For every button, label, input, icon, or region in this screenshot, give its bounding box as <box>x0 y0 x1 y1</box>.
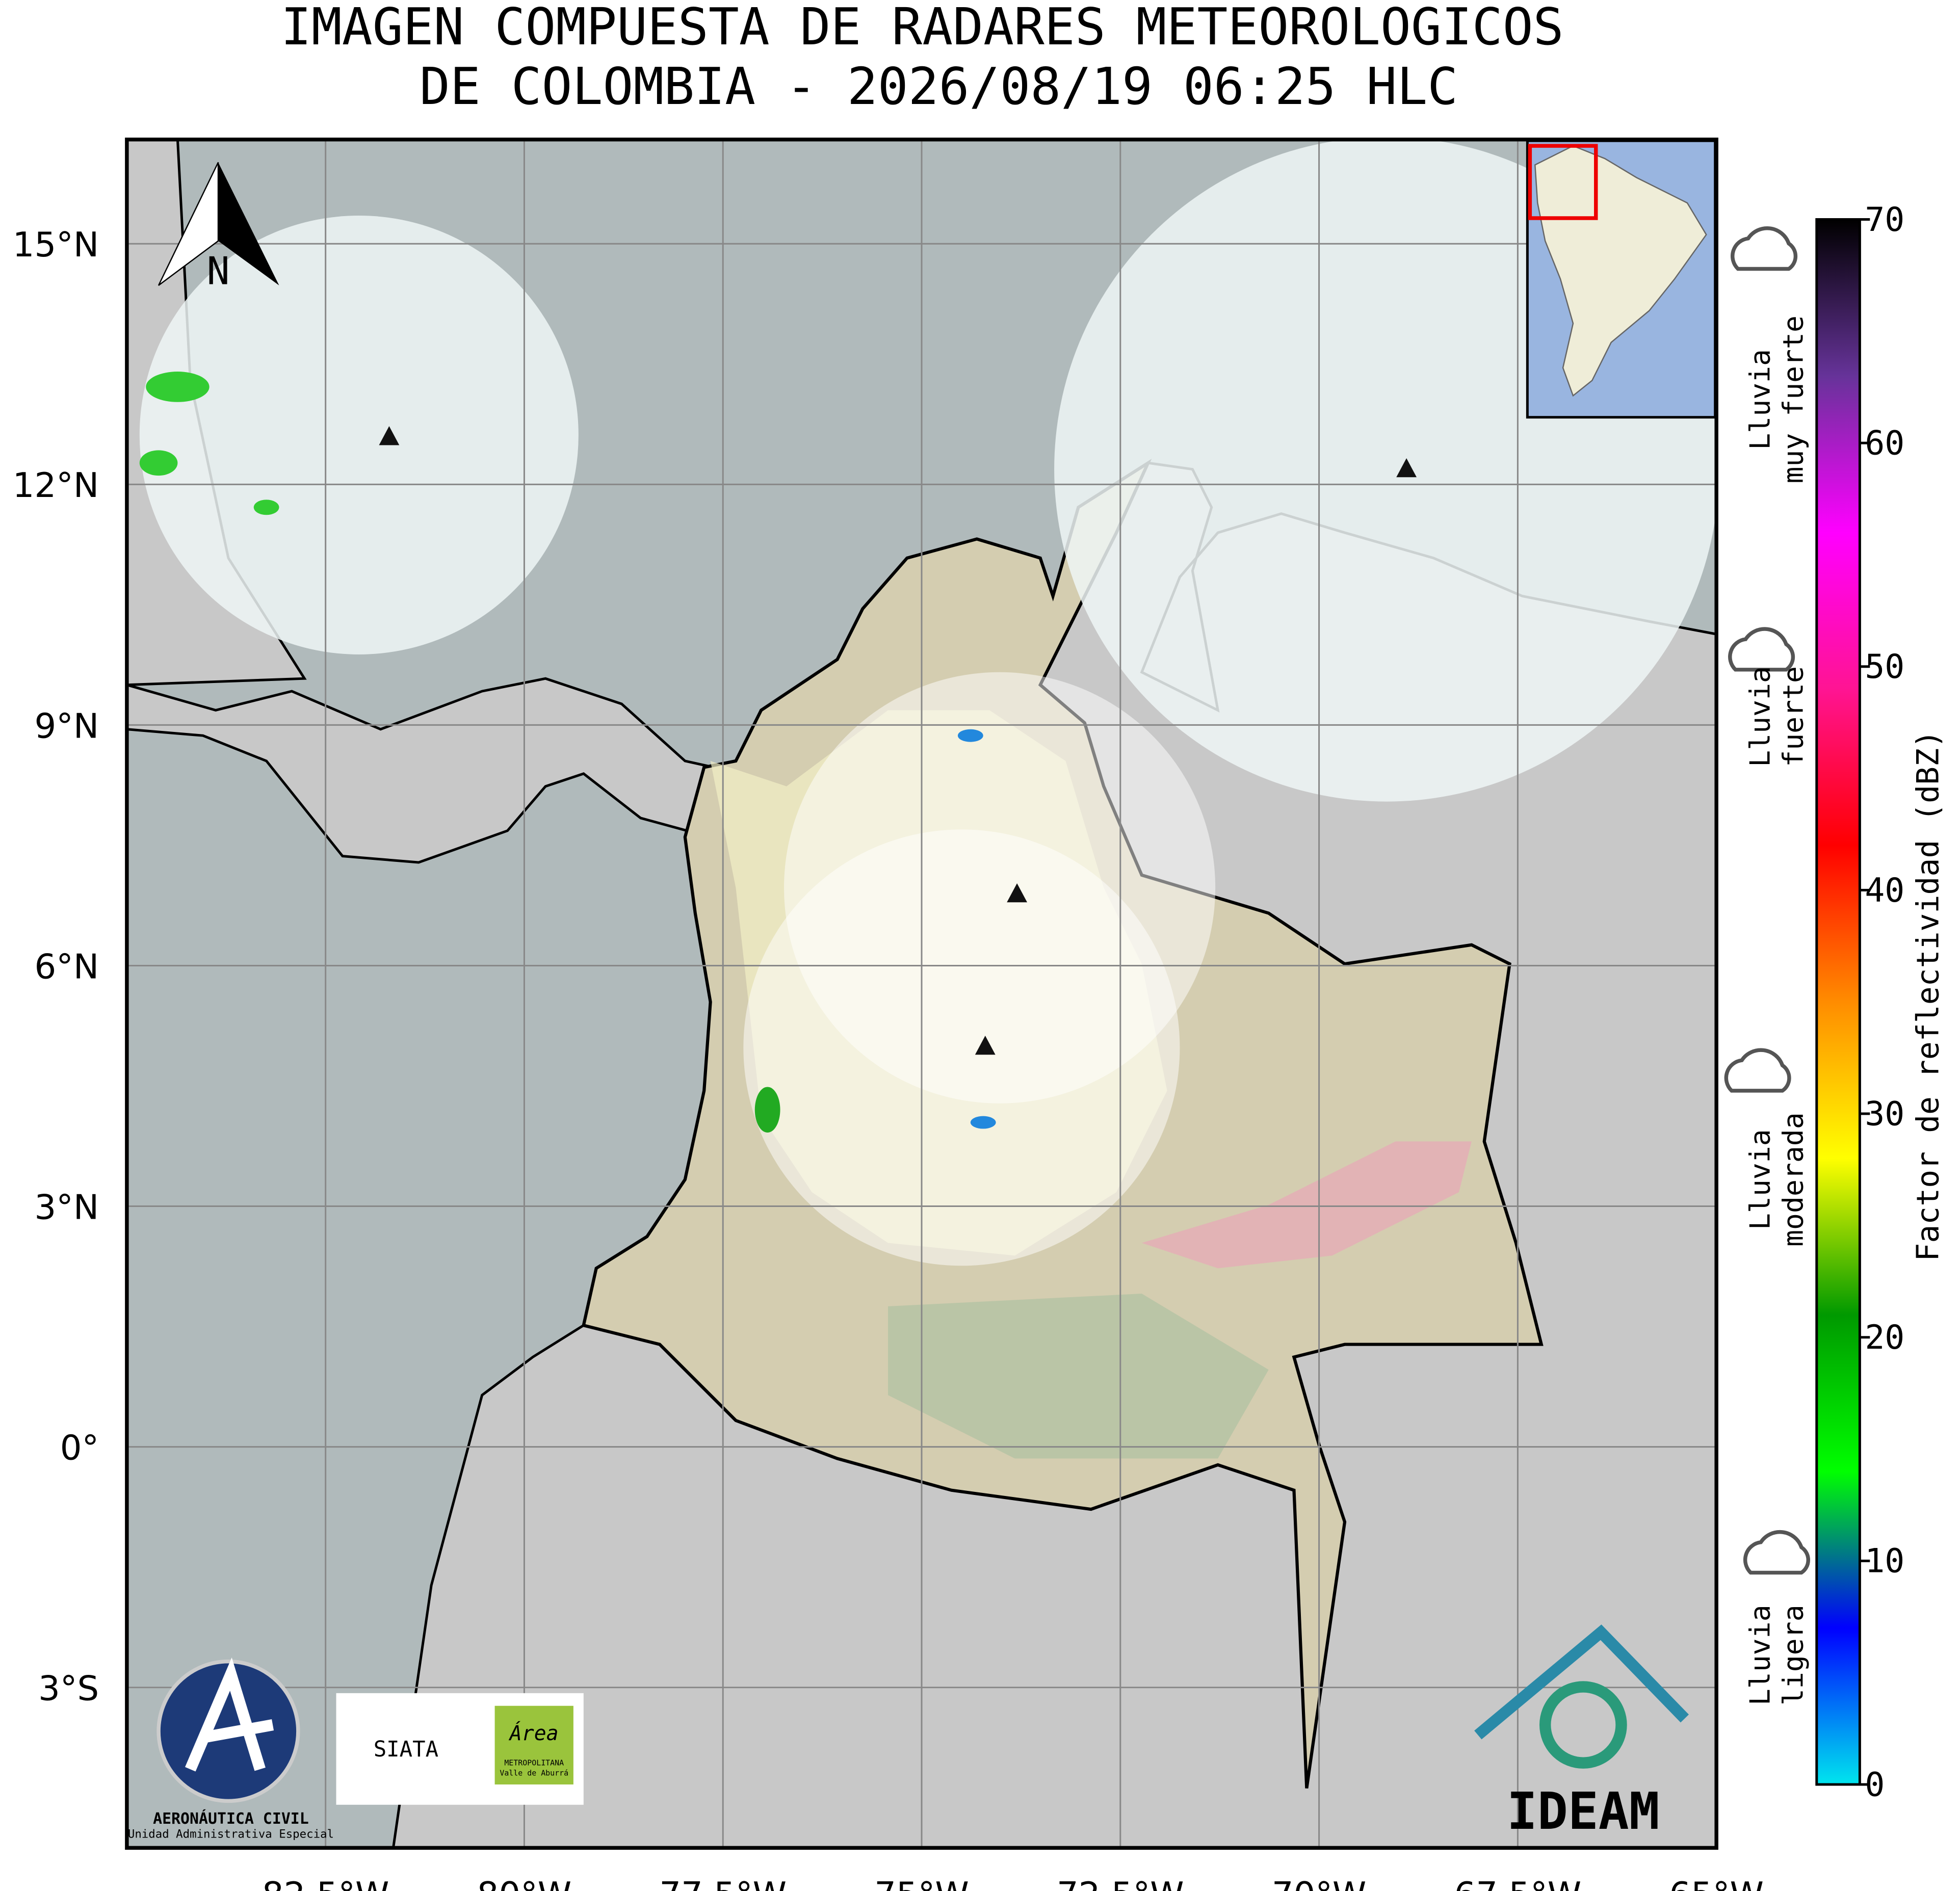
rain-label: Lluvia <box>1744 1129 1776 1230</box>
colorbar <box>1815 218 1861 1786</box>
x-tick-label: 80°W <box>477 1875 571 1891</box>
radar-site <box>1396 458 1417 478</box>
radar-site <box>1007 883 1028 903</box>
inset-map <box>1526 139 1717 419</box>
region-overlay <box>1141 1141 1472 1269</box>
colorbar-tick-label: 0 <box>1865 1766 1885 1804</box>
rain-label: moderada <box>1776 1112 1809 1247</box>
coverage-circle <box>743 829 1180 1266</box>
area-logo <box>494 1705 573 1784</box>
grid <box>126 139 1717 1848</box>
ideam-text: IDEAM <box>1507 1782 1660 1841</box>
echo <box>754 1087 780 1133</box>
y-tick-label: 12°N <box>13 465 99 505</box>
ideam-roof <box>1474 1624 1689 1740</box>
aeronautica-mark <box>185 1657 274 1772</box>
echo <box>253 500 279 515</box>
y-tick-label: 9°N <box>35 706 99 746</box>
x-tick-label: 75°W <box>874 1875 969 1891</box>
x-tick-label: 72.5°W <box>1057 1875 1184 1891</box>
x-tick-label: 70°W <box>1272 1875 1366 1891</box>
x-tick-label: 67.5°W <box>1454 1875 1582 1891</box>
radar-site <box>975 1035 996 1055</box>
colorbar-label: Factor de reflectividad (dBZ) <box>1911 730 1946 1262</box>
inset-land <box>1534 145 1707 397</box>
echo <box>146 372 210 402</box>
rain-icon <box>1728 627 1795 672</box>
rain-icon <box>1724 1048 1791 1093</box>
area-sub: METROPOLITANA <box>504 1758 564 1768</box>
rain-label: muy fuerte <box>1776 316 1809 484</box>
aeronautica-sub: Unidad Administrativa Especial <box>128 1827 334 1841</box>
map-frame <box>125 137 1718 1850</box>
colorbar-ticks: 0 10 20 30 40 50 60 70 <box>1860 201 1904 1804</box>
aeronautica-text: AERONÁUTICA CIVIL <box>153 1809 309 1828</box>
colorbar-tick-label: 60 <box>1865 425 1904 463</box>
colorbar-tick-label: 10 <box>1865 1542 1904 1581</box>
y-tick-label: 0° <box>60 1428 99 1468</box>
colorbar-tick-label: 50 <box>1865 648 1904 686</box>
x-tick-label: 77.5°W <box>659 1875 787 1891</box>
echo <box>957 729 983 742</box>
map <box>126 139 1717 1848</box>
x-tick-label: 65°W <box>1669 1875 1763 1891</box>
colorbar-tick-label: 20 <box>1865 1319 1904 1357</box>
rain-label: Lluvia <box>1744 1605 1776 1705</box>
echo <box>970 1116 996 1129</box>
title-line: IMAGEN COMPUESTA DE RADARES METEOROLOGIC… <box>281 0 1564 57</box>
region-overlay <box>888 1294 1269 1459</box>
inset-box <box>1528 144 1598 220</box>
x-tick-label: 82.5°W <box>262 1875 389 1891</box>
y-tick-label: 15°N <box>13 225 99 265</box>
logos: AERONÁUTICA CIVIL Unidad Administrativa … <box>128 1624 1689 1841</box>
north-label: N <box>207 249 230 293</box>
echo <box>139 450 178 476</box>
title-line: DE COLOMBIA - 2026/08/19 06:25 HLC <box>420 58 1458 116</box>
colorbar-tick-label: 70 <box>1865 201 1904 239</box>
rain-label: Lluvia <box>1744 666 1776 767</box>
rain-icon <box>1743 1530 1810 1575</box>
area-sub: Valle de Aburrá <box>500 1769 568 1778</box>
radars <box>379 426 1417 1055</box>
rain-label: fuerte <box>1776 666 1809 767</box>
y-tick-label: 6°N <box>35 947 99 986</box>
y-tick-label: 3°S <box>38 1669 99 1709</box>
colorbar-tick-label: 30 <box>1865 1095 1904 1133</box>
colorbar-tick-label: 40 <box>1865 872 1904 910</box>
rain-icon <box>1731 226 1798 271</box>
ideam-swirl <box>1539 1681 1627 1769</box>
radar-site <box>379 426 400 445</box>
echoes <box>139 372 996 1133</box>
rain-labels <box>1724 226 1810 1575</box>
rain-label: Lluvia <box>1744 349 1776 450</box>
siata-text: SIATA <box>374 1737 438 1762</box>
rain-label: ligera <box>1776 1605 1809 1705</box>
coverage-circle <box>139 216 579 654</box>
area-text: Área <box>508 1721 559 1745</box>
y-tick-label: 3°N <box>35 1187 99 1227</box>
